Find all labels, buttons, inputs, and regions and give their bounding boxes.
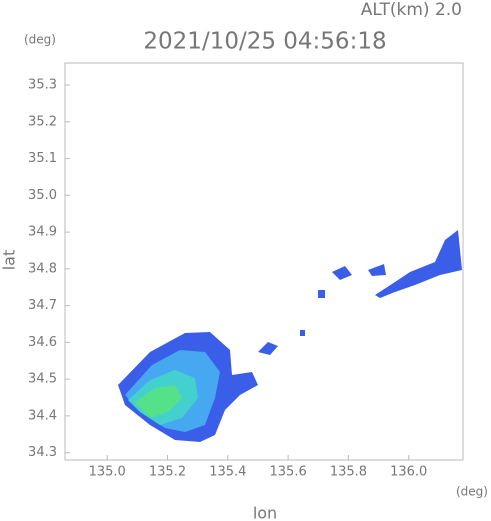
plot-frame — [64, 62, 464, 461]
y-tick-label: 34.3 — [28, 445, 57, 460]
y-tick-label: 35.1 — [28, 151, 57, 166]
y-tick-label: 35.3 — [28, 78, 57, 93]
x-label: lon — [253, 504, 277, 521]
y-tick-label: 34.4 — [28, 408, 57, 423]
chart-title: 2021/10/25 04:56:18 — [143, 29, 386, 55]
y-unit: (deg) — [24, 33, 56, 47]
x-tick-label: 135.0 — [89, 465, 126, 480]
x-tick-label: 135.6 — [270, 465, 307, 480]
y-label: lat — [0, 250, 19, 271]
y-tick-label: 34.5 — [28, 372, 57, 387]
altitude: ALT(km) 2.0 — [361, 0, 462, 20]
radar-echo — [118, 230, 462, 442]
x-tick-label: 135.8 — [330, 465, 367, 480]
x-unit: (deg) — [456, 485, 488, 499]
y-tick-label: 35.2 — [28, 114, 57, 129]
x-tick-label: 135.4 — [209, 465, 246, 480]
y-tick-label: 34.9 — [28, 225, 57, 240]
y-tick-label: 34.6 — [28, 335, 57, 350]
y-tick-label: 34.7 — [28, 298, 57, 313]
y-tick-label: 35.0 — [28, 188, 57, 203]
x-tick-label: 135.2 — [149, 465, 186, 480]
y-tick-label: 34.8 — [28, 261, 57, 276]
x-tick-label: 136.0 — [390, 465, 427, 480]
